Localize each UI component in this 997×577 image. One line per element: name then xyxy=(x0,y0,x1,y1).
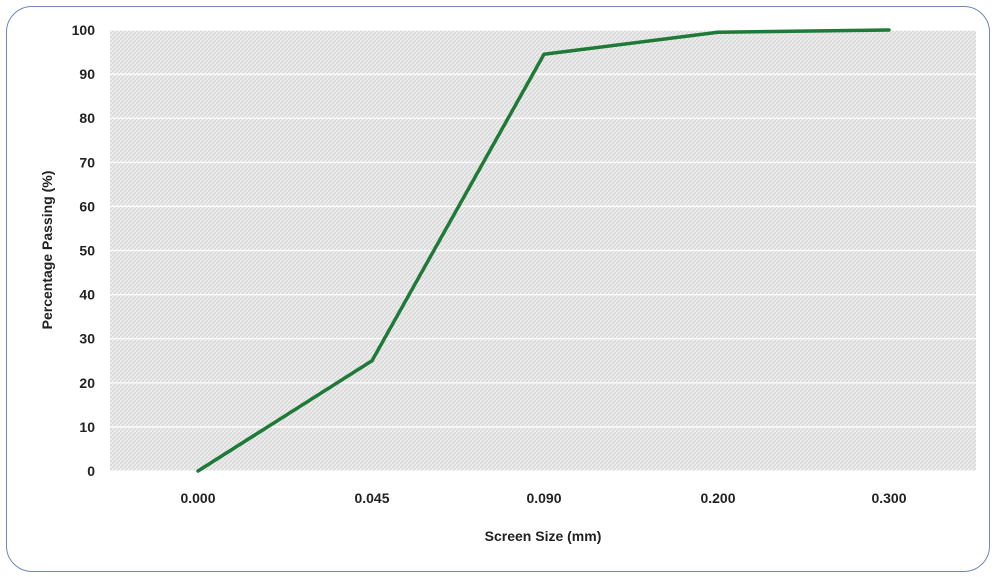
x-tick-label: 0.300 xyxy=(871,490,906,506)
y-tick-label: 0 xyxy=(87,463,95,479)
x-axis-label: Screen Size (mm) xyxy=(485,528,602,544)
data-point xyxy=(542,52,546,56)
y-tick-label: 70 xyxy=(79,154,95,170)
y-axis-label: Percentage Passing (%) xyxy=(39,171,55,330)
x-tick-label: 0.200 xyxy=(700,490,735,506)
data-point xyxy=(196,469,200,473)
y-tick-label: 40 xyxy=(79,287,95,303)
series-group xyxy=(196,28,891,473)
data-point xyxy=(887,28,891,32)
y-tick-label: 20 xyxy=(79,375,95,391)
y-tick-label: 90 xyxy=(79,66,95,82)
y-tick-label: 30 xyxy=(79,331,95,347)
y-tick-label: 80 xyxy=(79,110,95,126)
y-axis-ticks: 0 10 20 30 40 50 60 70 80 90 100 xyxy=(72,22,96,479)
data-point xyxy=(370,359,374,363)
y-tick-label: 60 xyxy=(79,198,95,214)
data-point xyxy=(716,30,720,34)
x-tick-label: 0.090 xyxy=(526,490,561,506)
x-tick-label: 0.045 xyxy=(354,490,389,506)
y-tick-label: 50 xyxy=(79,243,95,259)
y-tick-label: 100 xyxy=(72,22,96,38)
y-tick-label: 10 xyxy=(79,419,95,435)
x-tick-label: 0.000 xyxy=(180,490,215,506)
x-axis-ticks: 0.000 0.045 0.090 0.200 0.300 xyxy=(180,490,906,506)
